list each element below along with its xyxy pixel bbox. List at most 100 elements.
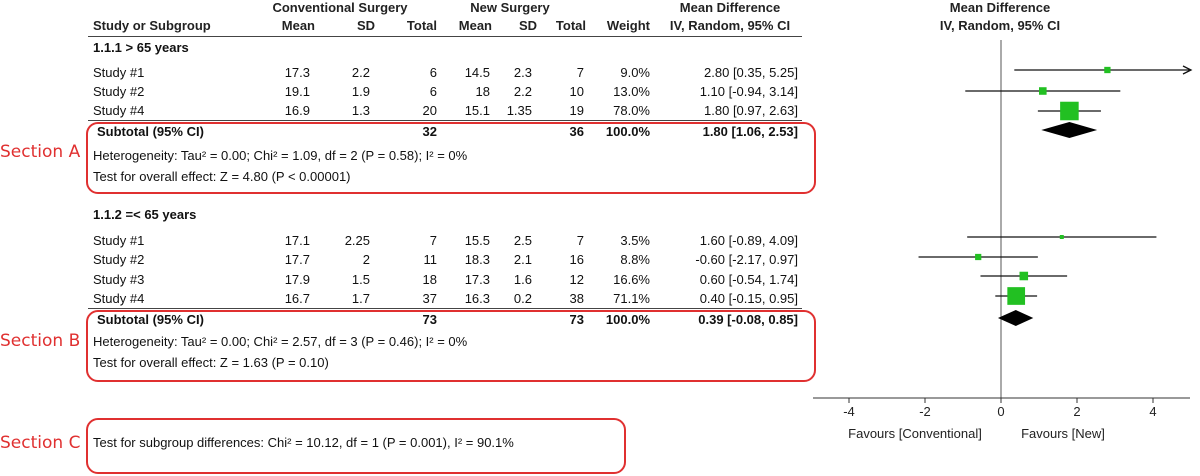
row-rule [88,120,802,121]
x-tick-label: -4 [843,404,855,419]
section-b-box [86,310,816,382]
section-b-label: Section B [0,331,81,351]
mean-difference-ci: 1.80 [0.97, 2.63] [704,103,798,118]
ci-arrow [1182,65,1193,75]
col-header-weight: Weight [606,18,650,33]
col-header-conv-sd: SD [356,18,375,33]
study-marker [1060,101,1079,121]
conv-sd: 1.3 [351,103,370,118]
section-c-label: Section C [0,433,81,453]
mean-difference-ci: -0.60 [-2.17, 0.97] [695,252,798,267]
subtotal-conv-total: 73 [422,312,437,327]
subtotal-label: Subtotal (95% CI) [97,312,204,327]
overall-effect-text: Test for overall effect: Z = 1.63 (P = 0… [93,355,329,370]
subtotal-ci: 1.80 [1.06, 2.53] [702,124,798,139]
x-tick-label: 0 [997,404,1004,419]
conv-mean: 17.3 [284,65,310,80]
subtotal-conv-total: 32 [422,124,437,139]
new-total: 7 [576,65,584,80]
plot-header-sub: IV, Random, 95% CI [939,18,1061,33]
weight: 3.5% [620,233,650,248]
mean-difference-ci: 1.60 [-0.89, 4.09] [699,233,798,248]
study-name: Study #2 [93,252,145,267]
study-name: Study #3 [93,272,145,287]
study-marker [1104,66,1111,74]
mean-difference-ci: 2.80 [0.35, 5.25] [704,65,798,80]
heterogeneity-text: Heterogeneity: Tau² = 0.00; Chi² = 2.57,… [93,334,468,349]
conv-mean: 17.1 [284,233,310,248]
conv-sd: 2 [362,252,370,267]
new-mean: 14.5 [464,65,490,80]
mean-difference-ci: 0.40 [-0.15, 0.95] [699,291,798,306]
section-a-label: Section A [0,142,81,162]
conv-mean: 17.9 [284,272,310,287]
study-name: Study #4 [93,291,145,306]
row-rule [88,308,802,309]
study-marker [1019,271,1029,281]
new-total: 38 [569,291,584,306]
col-header-conv-total: Total [406,18,437,33]
new-sd: 2.2 [513,84,532,99]
new-mean: 16.3 [464,291,490,306]
subtotal-new-total: 36 [569,124,584,139]
conv-total: 6 [429,84,437,99]
mean-difference-ci: 0.60 [-0.54, 1.74] [699,272,798,287]
weight: 9.0% [620,65,650,80]
weight: 71.1% [613,291,650,306]
col-header-new-total: Total [555,18,586,33]
new-total: 19 [569,103,584,118]
new-sd: 1.6 [513,272,532,287]
conv-total: 11 [423,252,438,267]
favours-left-label: Favours [Conventional] [848,426,982,441]
subtotal-new-total: 73 [569,312,584,327]
plot-marks [918,65,1193,326]
x-tick-label: 2 [1073,404,1080,419]
weight: 78.0% [613,103,650,118]
col-header-new-sd: SD [518,18,537,33]
conv-mean: 17.7 [284,252,310,267]
new-sd: 2.1 [513,252,532,267]
weight: 13.0% [613,84,650,99]
study-marker [1059,235,1064,239]
new-total: 16 [569,252,584,267]
section-a-box [86,122,816,194]
new-mean: 18.3 [464,252,490,267]
new-mean: 17.3 [464,272,490,287]
new-sd: 2.5 [513,233,532,248]
conv-mean: 19.1 [284,84,310,99]
x-axis-ticks: -4 -2 0 2 4 [843,398,1157,419]
plot-header: Mean Difference [949,0,1051,15]
conv-sd: 2.25 [344,233,370,248]
col-header-conv-mean: Mean [281,18,315,33]
new-mean: 15.1 [464,103,490,118]
col-header-study: Study or Subgroup [93,18,211,33]
subtotal-label: Subtotal (95% CI) [97,124,204,139]
new-sd: 0.2 [513,291,532,306]
study-name: Study #4 [93,103,145,118]
subtotal-diamond [1041,122,1098,138]
conv-sd: 1.7 [351,291,370,306]
header-rule [88,36,802,37]
new-mean: 18 [475,84,490,99]
conv-total: 37 [422,291,437,306]
col-header-md-sub: IV, Random, 95% CI [669,18,791,33]
study-marker [1007,287,1026,305]
subgroup-title: 1.1.1 > 65 years [93,40,189,55]
subtotal-weight: 100.0% [605,312,650,327]
conv-sd: 1.9 [351,84,370,99]
subgroup-title: 1.1.2 =< 65 years [93,207,197,222]
col-header-new-mean: Mean [458,18,492,33]
conv-total: 18 [422,272,437,287]
subtotal-diamond [997,310,1034,326]
conv-total: 7 [429,233,437,248]
conv-mean: 16.9 [284,103,310,118]
x-tick-label: -2 [919,404,931,419]
subtotal-ci: 0.39 [-0.08, 0.85] [698,312,798,327]
weight: 8.8% [620,252,650,267]
study-marker [975,253,982,261]
conv-sd: 2.2 [351,65,370,80]
new-sd: 2.3 [513,65,532,80]
study-name: Study #1 [93,65,145,80]
new-total: 7 [576,233,584,248]
